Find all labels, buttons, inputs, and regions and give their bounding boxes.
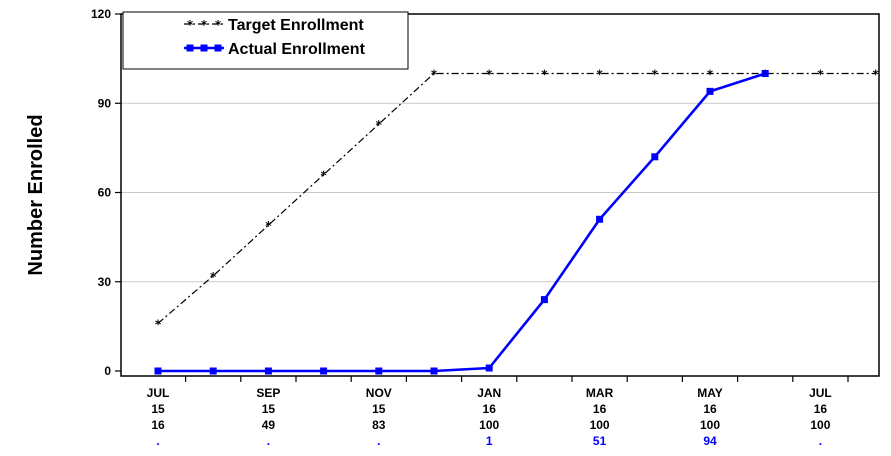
x-tick-actual-value: 94 (703, 434, 717, 448)
data-point (264, 367, 272, 375)
legend-label: Target Enrollment (228, 17, 364, 34)
x-tick-year: 16 (814, 402, 828, 416)
x-tick-year: 16 (703, 402, 717, 416)
data-point: * (596, 68, 603, 82)
legend-swatch-marker: * (187, 18, 194, 32)
data-point: * (210, 270, 217, 284)
data-point (209, 367, 217, 375)
legend-box (122, 11, 409, 70)
x-tick-actual-value: 51 (593, 434, 607, 448)
data-point (706, 87, 714, 95)
data-point (761, 70, 769, 77)
x-tick-month: MAR (586, 386, 614, 400)
data-point (485, 364, 493, 372)
y-axis: 0 30 60 90 120 (91, 7, 121, 378)
x-tick-month: JUL (147, 386, 170, 400)
data-point: * (872, 68, 879, 82)
x-tick-year: 15 (151, 402, 165, 416)
data-point: * (431, 68, 438, 82)
legend-swatch-marker (214, 44, 222, 52)
x-tick-actual-value: . (377, 434, 380, 448)
x-tick-target-value: 100 (700, 418, 720, 432)
x-tick-month: JUL (809, 386, 832, 400)
data-point: * (320, 169, 327, 183)
y-tick-label-90: 90 (98, 96, 112, 110)
data-point: * (155, 317, 162, 331)
series-line (158, 72, 766, 373)
legend-item-target: * * * Target Enrollment (184, 17, 364, 34)
legend-swatch-marker: * (215, 18, 222, 32)
legend: * * * Target Enrollment Actual Enrollment (122, 11, 409, 70)
x-tick-target-value: 100 (590, 418, 610, 432)
x-tick-month: MAY (697, 386, 723, 400)
legend-item-actual: Actual Enrollment (184, 41, 366, 58)
data-point (375, 367, 383, 375)
data-point (430, 367, 438, 375)
x-tick-year: 15 (372, 402, 386, 416)
series-layer: ************** (154, 68, 880, 375)
x-tick-target-value: 100 (810, 418, 830, 432)
x-tick-month: SEP (256, 386, 280, 400)
x-tick-month: JAN (477, 386, 501, 400)
x-tick-actual-value: . (819, 434, 822, 448)
series-actual (154, 70, 769, 375)
data-point (540, 296, 548, 304)
y-tick-label-120: 120 (91, 7, 111, 21)
data-point: * (817, 68, 824, 82)
data-point (596, 215, 604, 223)
data-point (154, 367, 162, 375)
data-point: * (707, 68, 714, 82)
series-line (157, 72, 876, 324)
series-target: ************** (155, 68, 880, 332)
x-tick-year: 15 (262, 402, 276, 416)
data-point (320, 367, 328, 375)
data-point (651, 153, 659, 161)
data-point: * (265, 219, 272, 233)
data-point: * (541, 68, 548, 82)
y-axis-title: Number Enrolled (25, 114, 47, 275)
x-tick-target-value: 100 (479, 418, 499, 432)
x-tick-actual-value: 1 (486, 434, 493, 448)
legend-label: Actual Enrollment (228, 41, 366, 58)
data-point: * (376, 118, 383, 132)
plot-area-frame (120, 13, 880, 377)
x-tick-year: 16 (593, 402, 607, 416)
x-axis: JUL 15 16. SEP 15 49. NOV 15 83. JAN 16 100 1 MAR 16 10… (147, 376, 849, 448)
legend-swatch-marker (200, 44, 208, 52)
x-tick-target-value: 83 (372, 418, 386, 432)
legend-swatch-marker: * (201, 18, 208, 32)
x-tick-target-value: 16 (151, 418, 165, 432)
x-tick-month: NOV (366, 386, 392, 400)
legend-swatch-marker (186, 44, 194, 52)
grid-lines (121, 102, 879, 283)
data-point: * (652, 68, 659, 82)
x-tick-actual-value: . (267, 434, 270, 448)
x-tick-target-value: 49 (262, 418, 276, 432)
y-tick-label-30: 30 (98, 275, 112, 289)
x-tick-year: 16 (483, 402, 497, 416)
y-tick-label-60: 60 (98, 186, 112, 200)
x-tick-actual-value: . (156, 434, 159, 448)
data-point: * (486, 68, 493, 82)
y-tick-label-0: 0 (104, 364, 111, 378)
